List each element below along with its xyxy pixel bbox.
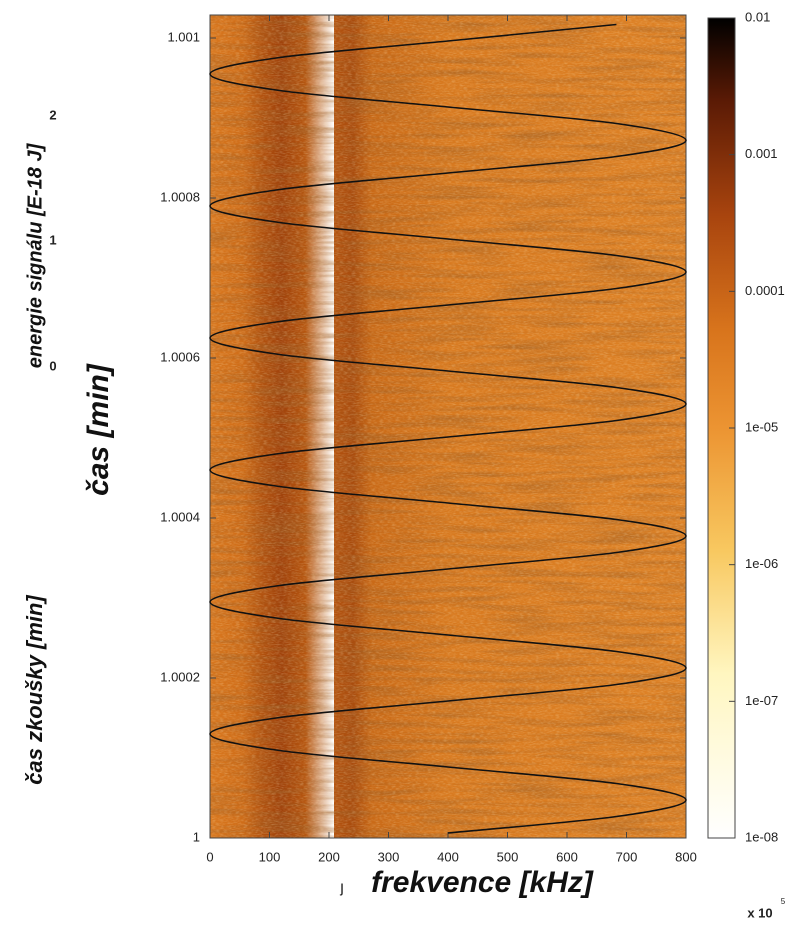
x-tick-label: 500 (497, 849, 519, 864)
y-tick-label: 1.0002 (160, 669, 200, 684)
x-tick-label: 300 (378, 849, 400, 864)
colorbar-tick-label: 1e-05 (745, 419, 778, 434)
y-tick-label: 1.0006 (160, 349, 200, 364)
annotation: energie signálu [E-18 J] (24, 142, 46, 368)
x-tick-label: 0 (206, 849, 213, 864)
y-tick-label: 1.001 (167, 29, 200, 44)
colorbar-tick-label: 1e-06 (745, 556, 778, 571)
y-tick-label: 1.0004 (160, 509, 200, 524)
colorbar-tick-label: 0.001 (745, 146, 778, 161)
annotation: ȷ (339, 879, 344, 896)
annotation: 0 (49, 358, 56, 373)
x-tick-label: 700 (616, 849, 638, 864)
x-axis-label: frekvence [kHz] (371, 866, 594, 899)
y-tick-label: 1 (193, 829, 200, 844)
colorbar-tick-label: 1e-07 (745, 693, 778, 708)
x-tick-label: 800 (675, 849, 697, 864)
x-tick-label: 100 (259, 849, 281, 864)
colorbar-tick-label: 0.01 (745, 9, 770, 24)
x-tick-label: 600 (556, 849, 578, 864)
colorbar-tick-label: 0.0001 (745, 283, 785, 298)
spectrogram (210, 15, 686, 838)
annotation: 2 (49, 107, 56, 122)
annotation: 5 (781, 897, 786, 906)
line (209, 23, 687, 834)
y-tick-label: 1.0008 (160, 189, 200, 204)
colorbar-tick-label: 1e-08 (745, 829, 778, 844)
y-axis-label: čas [min] (82, 363, 115, 496)
x-tick-label: 200 (318, 849, 340, 864)
annotation: x 10 (747, 905, 772, 920)
x-tick-label: 400 (437, 849, 459, 864)
annotation: 1 (49, 232, 56, 247)
annotation: čas zkoušky [min] (22, 595, 47, 785)
